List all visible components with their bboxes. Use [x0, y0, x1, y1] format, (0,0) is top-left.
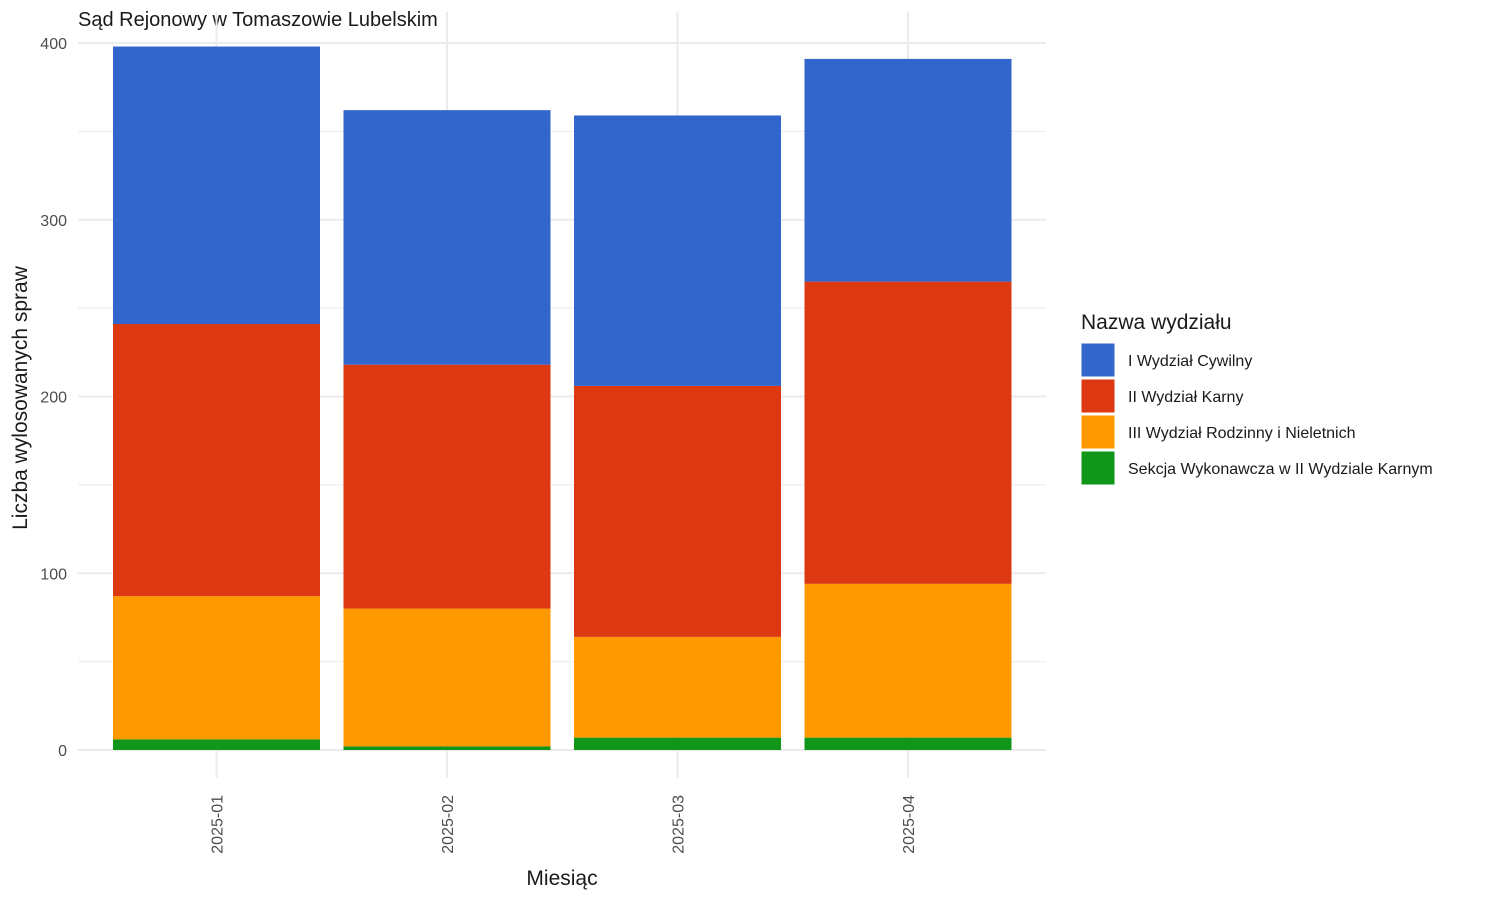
y-tick-label: 400	[40, 36, 67, 53]
legend-swatch	[1080, 342, 1116, 378]
x-axis-ticks: 2025-01 2025-02 2025-03 2025-04	[210, 795, 919, 854]
bar-segment	[574, 737, 781, 750]
x-tick-label: 2025-03	[671, 795, 688, 854]
y-tick-label: 100	[40, 566, 67, 583]
bar-segment	[113, 596, 320, 740]
bars	[113, 46, 1012, 750]
bar-segment	[113, 46, 320, 325]
y-tick-label: 300	[40, 213, 67, 230]
legend: Nazwa wydziału I Wydział Cywilny II Wydzi…	[1080, 311, 1433, 486]
y-axis-ticks: 0 100 200 300 400	[40, 36, 67, 760]
x-tick-label: 2025-01	[210, 795, 227, 854]
legend-label: III Wydział Rodzinny i Nieletnich	[1128, 425, 1356, 442]
bar-segment	[113, 739, 320, 750]
bar-segment	[343, 364, 551, 609]
bar-segment	[113, 324, 320, 597]
x-axis-title: Miesiąc	[526, 867, 597, 890]
legend-label: Sekcja Wykonawcza w II Wydziale Karnym	[1128, 461, 1433, 478]
y-tick-label: 0	[58, 743, 67, 760]
bar-segment	[574, 385, 781, 637]
y-tick-label: 200	[40, 390, 67, 407]
legend-swatch	[1080, 450, 1116, 486]
bar-segment	[574, 115, 781, 386]
bar-segment	[574, 636, 781, 738]
x-tick-label: 2025-02	[440, 795, 457, 854]
legend-label: II Wydział Karny	[1128, 389, 1243, 406]
bar-segment	[804, 737, 1012, 750]
bar-segment	[343, 608, 551, 747]
chart-title: Sąd Rejonowy w Tomaszowie Lubelskim	[78, 9, 438, 31]
bar-segment	[343, 746, 551, 750]
legend-swatch	[1080, 414, 1116, 450]
legend-label: I Wydział Cywilny	[1128, 353, 1252, 370]
bar-segment	[804, 281, 1012, 584]
legend-title: Nazwa wydziału	[1081, 311, 1232, 334]
legend-swatch	[1080, 378, 1116, 414]
y-axis-title: Liczba wylosowanych spraw	[9, 265, 32, 530]
x-tick-label: 2025-04	[901, 795, 918, 854]
bar-segment	[804, 583, 1012, 738]
bar-segment	[804, 58, 1012, 282]
bar-segment	[343, 110, 551, 365]
